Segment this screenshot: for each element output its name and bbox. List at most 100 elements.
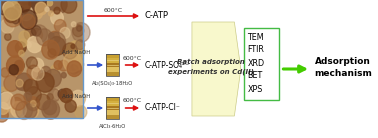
Circle shape <box>26 101 34 110</box>
Text: C-ATP-SO₄²⁻: C-ATP-SO₄²⁻ <box>145 60 190 70</box>
Text: Al₂(SO₄)₃·18H₂O: Al₂(SO₄)₃·18H₂O <box>92 80 133 86</box>
Circle shape <box>48 32 66 51</box>
Text: mechanism: mechanism <box>314 68 373 78</box>
Circle shape <box>5 8 18 23</box>
Bar <box>106 67 119 72</box>
Circle shape <box>31 26 41 36</box>
Circle shape <box>12 16 19 24</box>
Circle shape <box>42 100 59 119</box>
Circle shape <box>10 11 19 20</box>
Circle shape <box>60 89 73 103</box>
Bar <box>0 0 83 118</box>
Circle shape <box>12 5 22 15</box>
Circle shape <box>4 0 17 13</box>
Circle shape <box>24 79 38 95</box>
Circle shape <box>22 14 35 29</box>
Circle shape <box>16 79 23 87</box>
Circle shape <box>60 27 70 38</box>
Circle shape <box>40 67 45 72</box>
Circle shape <box>32 67 44 80</box>
Circle shape <box>15 11 24 20</box>
Circle shape <box>10 101 23 116</box>
Circle shape <box>9 65 19 75</box>
Circle shape <box>23 104 37 119</box>
Circle shape <box>26 87 41 104</box>
Circle shape <box>41 66 51 77</box>
Circle shape <box>11 94 26 110</box>
Circle shape <box>43 100 57 115</box>
Circle shape <box>19 31 30 43</box>
Text: Batch adsorption: Batch adsorption <box>177 59 245 65</box>
Circle shape <box>54 90 63 99</box>
Circle shape <box>64 52 82 72</box>
Circle shape <box>24 28 36 40</box>
Circle shape <box>10 0 20 9</box>
Circle shape <box>71 90 85 106</box>
Circle shape <box>36 94 50 110</box>
Circle shape <box>26 57 37 69</box>
Bar <box>106 97 119 101</box>
Circle shape <box>29 0 46 13</box>
Circle shape <box>77 26 82 31</box>
Circle shape <box>1 18 14 33</box>
Circle shape <box>37 29 52 46</box>
Circle shape <box>19 6 33 21</box>
Text: AlCl₃·6H₂O: AlCl₃·6H₂O <box>99 124 126 128</box>
Circle shape <box>65 98 69 102</box>
Circle shape <box>30 100 36 107</box>
Bar <box>106 54 119 76</box>
Text: C-ATP-Cl⁻: C-ATP-Cl⁻ <box>145 104 181 112</box>
Circle shape <box>30 28 42 42</box>
Circle shape <box>1 68 9 77</box>
Circle shape <box>48 37 65 56</box>
Circle shape <box>51 65 59 74</box>
Circle shape <box>19 39 27 47</box>
Bar <box>106 58 119 63</box>
Circle shape <box>48 89 60 102</box>
Circle shape <box>5 33 11 40</box>
Circle shape <box>6 56 24 75</box>
Circle shape <box>3 2 14 14</box>
Circle shape <box>49 31 60 44</box>
Circle shape <box>0 92 14 109</box>
Circle shape <box>47 94 53 100</box>
Circle shape <box>31 58 43 72</box>
Circle shape <box>0 0 12 15</box>
Circle shape <box>27 65 40 79</box>
Text: experiments on Cd(II): experiments on Cd(II) <box>168 69 254 75</box>
Circle shape <box>11 97 22 110</box>
Text: Adsorption: Adsorption <box>314 56 370 66</box>
Circle shape <box>16 101 33 120</box>
Text: Add NaOH: Add NaOH <box>62 94 91 99</box>
Bar <box>106 115 119 119</box>
Text: TEM: TEM <box>247 33 264 42</box>
Bar <box>106 72 119 76</box>
Text: 600°C: 600°C <box>122 55 141 60</box>
Circle shape <box>11 6 22 17</box>
Circle shape <box>47 0 53 6</box>
Circle shape <box>54 19 66 32</box>
Circle shape <box>16 80 25 90</box>
Circle shape <box>54 7 60 14</box>
Circle shape <box>71 44 75 48</box>
Text: Add NaOH: Add NaOH <box>62 51 91 55</box>
Bar <box>106 97 119 119</box>
Circle shape <box>42 40 59 59</box>
Circle shape <box>26 42 31 48</box>
Circle shape <box>4 75 19 91</box>
Circle shape <box>45 7 49 12</box>
Circle shape <box>76 40 85 50</box>
Bar <box>106 110 119 115</box>
Bar <box>0 0 83 118</box>
Text: C-ATP: C-ATP <box>145 11 169 21</box>
Text: FTIR: FTIR <box>247 46 264 55</box>
Circle shape <box>0 92 12 107</box>
Circle shape <box>32 8 42 19</box>
Circle shape <box>11 102 26 118</box>
Polygon shape <box>192 22 241 116</box>
Circle shape <box>0 87 9 103</box>
Circle shape <box>61 72 66 78</box>
Circle shape <box>26 97 40 111</box>
Circle shape <box>15 42 26 53</box>
Circle shape <box>72 23 90 42</box>
